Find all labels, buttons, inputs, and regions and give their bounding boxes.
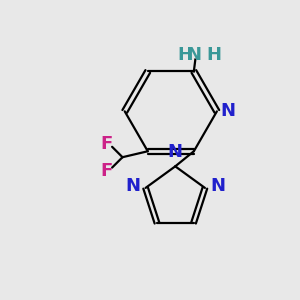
Text: H: H <box>207 46 222 64</box>
Text: N: N <box>125 177 140 195</box>
Text: N: N <box>186 46 201 64</box>
Text: N: N <box>221 102 236 120</box>
Text: F: F <box>100 135 112 153</box>
Text: N: N <box>210 177 225 195</box>
Text: N: N <box>168 143 183 161</box>
Text: H: H <box>177 46 192 64</box>
Text: F: F <box>100 162 112 180</box>
